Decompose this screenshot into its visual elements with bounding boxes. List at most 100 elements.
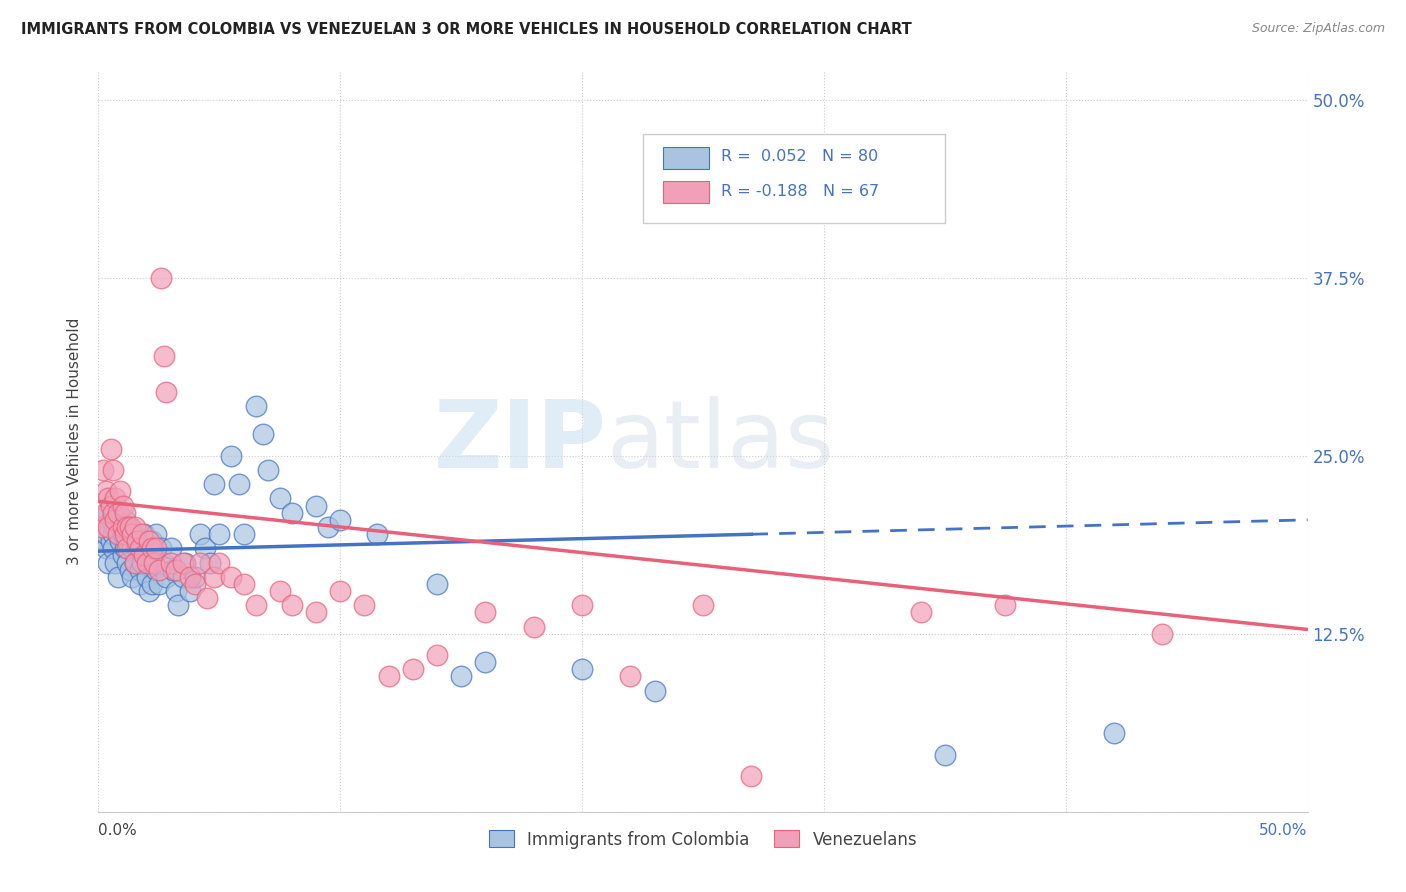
Point: [740, 769, 762, 783]
Point: [245, 399, 267, 413]
Point: [121, 570, 143, 584]
Point: [174, 556, 197, 570]
Point: [571, 662, 593, 676]
Point: [1152, 626, 1174, 640]
Point: [994, 599, 1017, 613]
Point: [1102, 726, 1125, 740]
Point: [256, 463, 278, 477]
Point: [104, 491, 127, 506]
Point: [104, 556, 127, 570]
Point: [172, 570, 194, 584]
Point: [101, 541, 124, 556]
Point: [195, 591, 218, 606]
Point: [104, 513, 127, 527]
Point: [90, 532, 112, 546]
Point: [91, 520, 114, 534]
Point: [474, 655, 496, 669]
Point: [145, 527, 167, 541]
Point: [305, 606, 328, 620]
Point: [148, 563, 170, 577]
Point: [118, 520, 141, 534]
Point: [94, 484, 117, 499]
Point: [644, 683, 666, 698]
Point: [148, 577, 170, 591]
Point: [138, 556, 160, 570]
Point: [107, 527, 129, 541]
Point: [426, 648, 449, 662]
Point: [134, 549, 156, 563]
Point: [353, 599, 375, 613]
Point: [97, 556, 120, 570]
Point: [179, 570, 201, 584]
Point: [245, 599, 267, 613]
Point: [474, 606, 496, 620]
Legend: Immigrants from Colombia, Venezuelans: Immigrants from Colombia, Venezuelans: [482, 823, 924, 855]
Point: [111, 499, 134, 513]
Point: [571, 599, 593, 613]
Point: [692, 599, 714, 613]
Point: [188, 527, 211, 541]
Point: [910, 606, 932, 620]
Point: [232, 577, 254, 591]
Point: [141, 534, 163, 549]
Point: [155, 384, 177, 399]
Point: [127, 541, 149, 556]
Point: [107, 570, 129, 584]
Point: [121, 527, 143, 541]
Point: [131, 541, 153, 556]
Point: [124, 556, 146, 570]
Point: [172, 556, 194, 570]
Point: [145, 563, 167, 577]
Point: [135, 556, 157, 570]
Point: [377, 669, 399, 683]
Text: 50.0%: 50.0%: [1260, 822, 1308, 838]
Point: [90, 520, 112, 534]
Point: [141, 577, 163, 591]
Point: [188, 556, 211, 570]
Point: [138, 534, 160, 549]
Text: 0.0%: 0.0%: [98, 822, 138, 838]
Point: [107, 506, 129, 520]
Point: [94, 527, 117, 541]
Point: [111, 520, 134, 534]
Point: [111, 549, 134, 563]
Point: [150, 270, 173, 285]
Point: [165, 563, 187, 577]
Point: [150, 541, 173, 556]
Point: [108, 520, 131, 534]
Point: [114, 513, 136, 527]
Point: [114, 541, 136, 556]
Point: [100, 534, 122, 549]
Point: [114, 527, 136, 541]
Point: [208, 556, 231, 570]
Text: R =  0.052   N = 80: R = 0.052 N = 80: [721, 149, 879, 164]
Point: [228, 477, 250, 491]
Point: [100, 442, 122, 456]
Point: [108, 484, 131, 499]
Point: [134, 527, 156, 541]
Point: [523, 619, 546, 633]
Point: [100, 513, 122, 527]
FancyBboxPatch shape: [643, 135, 945, 223]
Point: [128, 541, 150, 556]
Point: [162, 563, 184, 577]
Point: [232, 527, 254, 541]
Text: R = -0.188   N = 67: R = -0.188 N = 67: [721, 184, 879, 199]
Point: [117, 534, 139, 549]
Point: [269, 584, 291, 599]
Point: [198, 556, 221, 570]
Point: [194, 541, 217, 556]
Point: [269, 491, 291, 506]
Point: [94, 541, 117, 556]
Point: [131, 527, 153, 541]
Point: [221, 570, 243, 584]
Point: [127, 534, 149, 549]
Point: [141, 541, 163, 556]
Point: [97, 491, 120, 506]
Point: [131, 556, 153, 570]
Point: [121, 541, 143, 556]
Point: [208, 527, 231, 541]
Text: IMMIGRANTS FROM COLOMBIA VS VENEZUELAN 3 OR MORE VEHICLES IN HOUSEHOLD CORRELATI: IMMIGRANTS FROM COLOMBIA VS VENEZUELAN 3…: [21, 22, 912, 37]
Text: atlas: atlas: [606, 395, 835, 488]
Point: [281, 506, 304, 520]
